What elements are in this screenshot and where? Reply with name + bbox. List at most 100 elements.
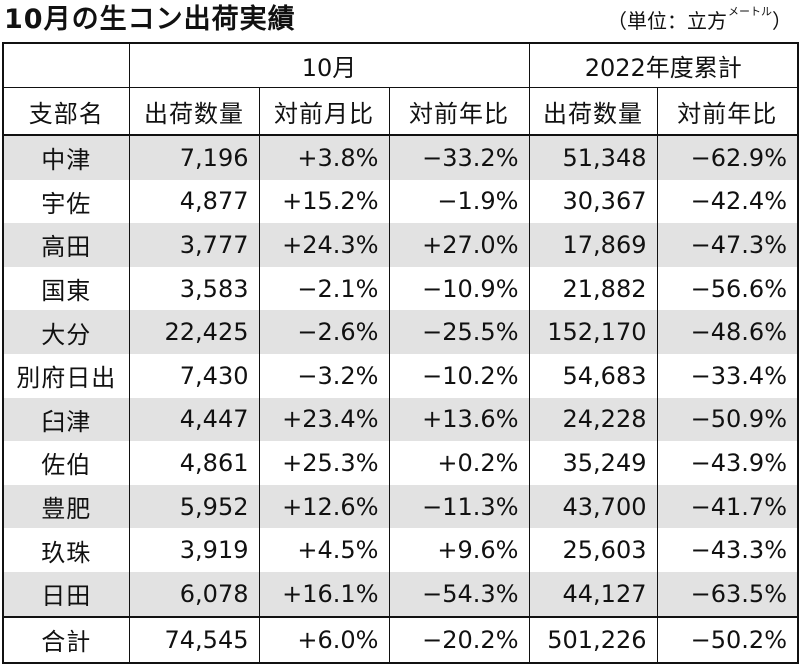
table-body: 中津 7,196 +3.8% −33.2% 51,348 −62.9% 宇佐 4,877 +15… bbox=[3, 135, 799, 663]
cell-branch-name: 国東 bbox=[41, 277, 92, 306]
cell-month-quantity: 3,777 bbox=[128, 223, 259, 267]
cell-cumulative-vs-prev-year: −43.9% bbox=[656, 441, 799, 485]
column-header-row: 支部名 出荷数量 対前月比 対前年比 出荷数量 対前年比 bbox=[3, 87, 799, 136]
cell-month-quantity: 6,078 bbox=[128, 571, 259, 617]
cell-vs-prev-month: +15.2% bbox=[258, 179, 389, 224]
cell-branch-name: 日田 bbox=[3, 571, 129, 617]
total-cumulative-vs-prev-year: −50.2% bbox=[656, 615, 799, 663]
table-row: 臼津 4,447 +23.4% +13.6% 24,228 −50.9% bbox=[3, 397, 799, 442]
cell-cumulative-vs-prev-year: −43.3% bbox=[656, 528, 799, 572]
table-row: 玖珠 3,919 +4.5% +9.6% 25,603 −43.3% bbox=[3, 528, 799, 572]
unit-prefix: （単位：立方 bbox=[607, 9, 727, 33]
table-row: 豊肥 5,952 +12.6% −11.3% 43,700 −41.7% bbox=[3, 484, 799, 529]
column-header-vs-prev-month: 対前月比 bbox=[258, 87, 389, 136]
column-header-cumulative-vs-prev-year: 対前年比 bbox=[656, 87, 799, 136]
table-row: 国東 3,583 −2.1% −10.9% 21,882 −56.6% bbox=[3, 266, 799, 311]
cell-branch-name: 臼津 bbox=[3, 397, 129, 442]
cell-cumulative-vs-prev-year: −42.4% bbox=[656, 179, 799, 224]
cell-month-quantity: 22,425 bbox=[128, 310, 259, 354]
cell-branch-name: 中津 bbox=[3, 135, 129, 180]
group-header-cumulative: 2022年度累計 bbox=[528, 43, 799, 88]
cell-month-quantity: 3,919 bbox=[128, 528, 259, 572]
cell-month-vs-prev-year: −33.2% bbox=[388, 135, 529, 180]
cell-cumulative-vs-prev-year: −62.9% bbox=[656, 135, 799, 180]
cell-month-quantity: 5,952 bbox=[128, 484, 259, 529]
cell-month-quantity: 7,196 bbox=[128, 135, 259, 180]
group-header-row: 10月 2022年度累計 bbox=[3, 43, 799, 88]
table-row: 大分 22,425 −2.6% −25.5% 152,170 −48.6% bbox=[3, 310, 799, 354]
shipment-table: 10月 2022年度累計 支部名 出荷数量 対前月比 対前年比 出荷数量 対前年… bbox=[2, 42, 800, 664]
cell-branch-name: 別府日出 bbox=[16, 364, 117, 393]
column-header-cumulative-quantity: 出荷数量 bbox=[528, 87, 657, 136]
cell-cumulative-vs-prev-year: −47.3% bbox=[656, 223, 799, 267]
cell-vs-prev-month: −3.2% bbox=[258, 353, 389, 398]
total-month-quantity: 74,545 bbox=[128, 615, 259, 663]
cell-cumulative-vs-prev-year: −50.9% bbox=[656, 397, 799, 442]
cell-vs-prev-month: +16.1% bbox=[258, 571, 389, 617]
total-month-vs-prev-year: −20.2% bbox=[388, 615, 529, 663]
total-vs-prev-month: +6.0% bbox=[258, 615, 389, 663]
column-header-month-vs-prev-year: 対前年比 bbox=[388, 87, 529, 136]
group-header-month: 10月 bbox=[128, 43, 529, 88]
cell-vs-prev-month: +3.8% bbox=[258, 135, 389, 180]
cell-cumulative-quantity: 17,869 bbox=[528, 223, 657, 267]
cell-cumulative-vs-prev-year: −56.6% bbox=[656, 266, 799, 311]
cell-branch-name: 佐伯 bbox=[41, 451, 92, 480]
table-row: 高田 3,777 +24.3% +27.0% 17,869 −47.3% bbox=[3, 223, 799, 267]
cell-cumulative-vs-prev-year: −48.6% bbox=[656, 310, 799, 354]
table-row: 佐伯 4,861 +25.3% +0.2% 35,249 −43.9% bbox=[3, 441, 799, 485]
page-title: 10月の生コン出荷実績 bbox=[4, 4, 296, 35]
unit-small: メートル bbox=[728, 5, 772, 18]
cell-month-vs-prev-year: −10.9% bbox=[388, 266, 529, 311]
total-branch-name: 合計 bbox=[3, 615, 129, 663]
table-row: 別府日出 7,430 −3.2% −10.2% 54,683 −33.4% bbox=[3, 353, 799, 398]
cell-branch-name: 玖珠 bbox=[41, 538, 92, 567]
cell-month-vs-prev-year: +27.0% bbox=[388, 223, 529, 267]
cell-cumulative-quantity: 24,228 bbox=[528, 397, 657, 442]
cell-vs-prev-month: +25.3% bbox=[258, 441, 389, 485]
column-header-branch: 支部名 bbox=[3, 87, 129, 136]
cell-vs-prev-month: +12.6% bbox=[258, 484, 389, 529]
cell-month-quantity: 7,430 bbox=[128, 353, 259, 398]
group-header-blank bbox=[3, 43, 129, 88]
cell-month-quantity: 4,877 bbox=[128, 179, 259, 224]
unit-note: （単位：立方メートル） bbox=[607, 6, 792, 36]
unit-suffix: ） bbox=[772, 9, 792, 33]
cell-branch-name: 宇佐 bbox=[41, 189, 92, 218]
cell-cumulative-quantity: 44,127 bbox=[528, 571, 657, 617]
cell-month-vs-prev-year: +9.6% bbox=[388, 528, 529, 572]
cell-cumulative-vs-prev-year: −63.5% bbox=[656, 571, 799, 617]
cell-vs-prev-month: +24.3% bbox=[258, 223, 389, 267]
cell-cumulative-quantity: 21,882 bbox=[528, 266, 657, 311]
cell-cumulative-vs-prev-year: −33.4% bbox=[656, 353, 799, 398]
cell-vs-prev-month: +23.4% bbox=[258, 397, 389, 442]
cell-month-vs-prev-year: +13.6% bbox=[388, 397, 529, 442]
cell-vs-prev-month: −2.1% bbox=[258, 266, 389, 311]
cell-month-vs-prev-year: −54.3% bbox=[388, 571, 529, 617]
cell-branch-name: 高田 bbox=[3, 223, 129, 267]
cell-cumulative-quantity: 51,348 bbox=[528, 135, 657, 180]
cell-vs-prev-month: +4.5% bbox=[258, 528, 389, 572]
cell-month-quantity: 3,583 bbox=[128, 266, 259, 311]
total-row: 合計 74,545 +6.0% −20.2% 501,226 −50.2% bbox=[3, 615, 799, 663]
cell-branch-name: 豊肥 bbox=[3, 484, 129, 529]
cell-month-quantity: 4,447 bbox=[128, 397, 259, 442]
cell-vs-prev-month: −2.6% bbox=[258, 310, 389, 354]
cell-cumulative-quantity: 30,367 bbox=[528, 179, 657, 224]
cell-cumulative-quantity: 35,249 bbox=[528, 441, 657, 485]
cell-month-vs-prev-year: +0.2% bbox=[388, 441, 529, 485]
cell-month-quantity: 4,861 bbox=[128, 441, 259, 485]
cell-month-vs-prev-year: −11.3% bbox=[388, 484, 529, 529]
cell-month-vs-prev-year: −1.9% bbox=[388, 179, 529, 224]
cell-month-vs-prev-year: −10.2% bbox=[388, 353, 529, 398]
cell-cumulative-quantity: 54,683 bbox=[528, 353, 657, 398]
cell-cumulative-quantity: 152,170 bbox=[528, 310, 657, 354]
column-header-month-quantity: 出荷数量 bbox=[128, 87, 259, 136]
cell-branch-name: 大分 bbox=[3, 310, 129, 354]
cell-cumulative-vs-prev-year: −41.7% bbox=[656, 484, 799, 529]
total-cumulative-quantity: 501,226 bbox=[528, 615, 657, 663]
table-row: 宇佐 4,877 +15.2% −1.9% 30,367 −42.4% bbox=[3, 179, 799, 224]
table-row: 日田 6,078 +16.1% −54.3% 44,127 −63.5% bbox=[3, 571, 799, 617]
cell-month-vs-prev-year: −25.5% bbox=[388, 310, 529, 354]
cell-cumulative-quantity: 25,603 bbox=[528, 528, 657, 572]
